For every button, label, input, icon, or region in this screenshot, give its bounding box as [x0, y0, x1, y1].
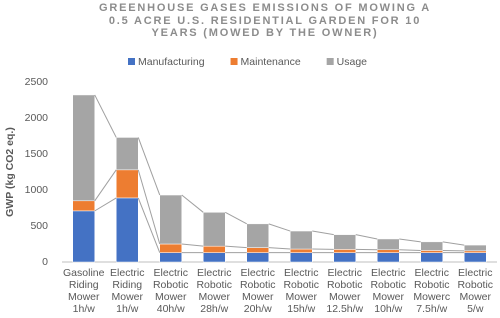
series-line: [225, 211, 247, 225]
legend-label: Usage: [337, 56, 368, 68]
legend-label: Maintenance: [241, 56, 301, 68]
bar-segment: [116, 197, 139, 263]
y-axis-label: GWP (kg CO2 eq.): [4, 127, 16, 217]
bar-segment: [203, 245, 226, 253]
bar-segment: [290, 230, 313, 250]
x-tick-label: Electric Robotic Mowerc 7.5h/w: [413, 267, 450, 315]
bar-segment: [159, 243, 182, 253]
bar-segment: [420, 241, 443, 251]
y-tick-label: 1000: [25, 184, 49, 196]
bar-segment: [333, 252, 356, 263]
bar-segment: [420, 250, 443, 253]
bar-segment: [377, 252, 400, 263]
bar-segment: [72, 210, 95, 263]
series-line: [268, 223, 291, 232]
y-tick-label: 2000: [25, 112, 49, 124]
series-line: [137, 197, 161, 253]
bar-segment: [420, 252, 443, 263]
bar-segment: [246, 252, 269, 263]
x-tick-label: Electric Robotic Mower 15h/w: [283, 267, 319, 315]
series-line: [94, 169, 117, 202]
bar-segment: [333, 234, 356, 250]
y-tick-label: 1500: [25, 148, 49, 160]
bar-segment: [246, 223, 269, 248]
y-tick-label: 0: [42, 256, 48, 268]
bar-segment: [377, 249, 400, 253]
chart-title: GREENHOUSE GASES EMISSIONS OF MOWING A 0…: [98, 2, 432, 39]
series-line: [355, 234, 378, 240]
bar-segment: [72, 94, 95, 202]
bar-segment: [290, 252, 313, 263]
x-tick-label: Electric Robotic Mower 12.5h/w: [326, 267, 363, 315]
series-line: [137, 169, 161, 245]
series-line: [442, 241, 465, 246]
y-tick-label: 2500: [25, 76, 49, 88]
y-tick-label: 500: [30, 220, 48, 232]
series-line: [399, 238, 421, 243]
bar-segment: [72, 200, 95, 212]
legend-swatch: [326, 58, 334, 65]
series-line: [181, 243, 204, 247]
x-tick-label: Electric Riding Mower 1h/w: [110, 267, 144, 315]
bar-segment: [464, 250, 487, 253]
bar-segment: [333, 249, 356, 253]
bar-segment: [464, 244, 487, 252]
x-tick-label: Electric Robotic Mower 28h/w: [196, 267, 232, 315]
x-tick-label: Gasoline Riding Mower 1h/w: [63, 267, 105, 315]
x-tick-label: Electric Robotic Mower 5/w: [457, 267, 493, 315]
bar-segment: [377, 238, 400, 251]
series-line: [181, 194, 204, 213]
series-line: [225, 245, 247, 249]
legend-swatch: [128, 58, 135, 65]
series-line: [137, 137, 161, 196]
series-line: [94, 94, 117, 138]
bar-segment: [203, 252, 226, 263]
x-tick-label: Electric Robotic Mower 40h/w: [153, 267, 189, 315]
series-line: [399, 249, 421, 251]
bar-segment: [290, 248, 313, 253]
bar-segment: [116, 137, 139, 171]
bar-segment: [116, 169, 139, 199]
x-tick-label: Electric Robotic Mower 20h/w: [240, 267, 276, 315]
series-line: [94, 197, 117, 212]
x-tick-label: Electric Robotic Mower 10h/w: [370, 267, 406, 315]
bar-segment: [159, 194, 182, 245]
bar-segment: [203, 212, 226, 247]
bar-segment: [246, 247, 269, 253]
legend-swatch: [230, 58, 238, 65]
series-line: [268, 247, 291, 250]
bar-segment: [464, 252, 487, 263]
bar-segment: [159, 252, 182, 263]
series-line: [312, 230, 334, 236]
legend-label: Manufacturing: [138, 56, 205, 68]
